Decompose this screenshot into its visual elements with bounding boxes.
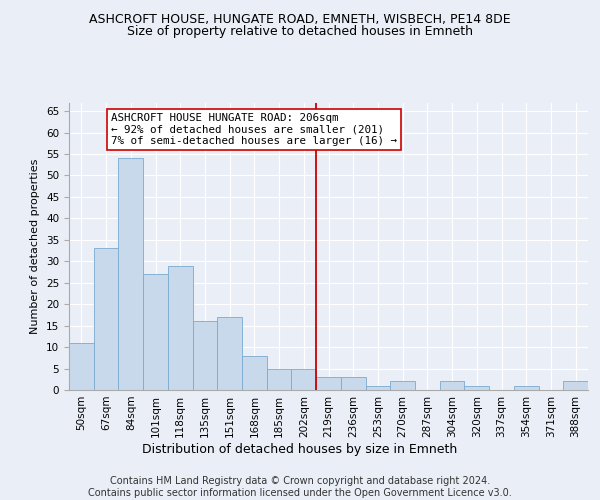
- Text: Size of property relative to detached houses in Emneth: Size of property relative to detached ho…: [127, 25, 473, 38]
- Bar: [440, 382, 464, 390]
- Bar: [118, 158, 143, 390]
- Bar: [464, 386, 489, 390]
- Bar: [94, 248, 118, 390]
- Bar: [390, 382, 415, 390]
- Text: Contains HM Land Registry data © Crown copyright and database right 2024.: Contains HM Land Registry data © Crown c…: [110, 476, 490, 486]
- Bar: [365, 386, 390, 390]
- Bar: [341, 377, 365, 390]
- Bar: [267, 368, 292, 390]
- Bar: [69, 343, 94, 390]
- Bar: [168, 266, 193, 390]
- Bar: [143, 274, 168, 390]
- Bar: [563, 382, 588, 390]
- Bar: [193, 322, 217, 390]
- Bar: [514, 386, 539, 390]
- Text: Distribution of detached houses by size in Emneth: Distribution of detached houses by size …: [142, 442, 458, 456]
- Text: ASHCROFT HOUSE HUNGATE ROAD: 206sqm
← 92% of detached houses are smaller (201)
7: ASHCROFT HOUSE HUNGATE ROAD: 206sqm ← 92…: [111, 113, 397, 146]
- Text: ASHCROFT HOUSE, HUNGATE ROAD, EMNETH, WISBECH, PE14 8DE: ASHCROFT HOUSE, HUNGATE ROAD, EMNETH, WI…: [89, 12, 511, 26]
- Bar: [217, 317, 242, 390]
- Y-axis label: Number of detached properties: Number of detached properties: [31, 158, 40, 334]
- Text: Contains public sector information licensed under the Open Government Licence v3: Contains public sector information licen…: [88, 488, 512, 498]
- Bar: [242, 356, 267, 390]
- Bar: [292, 368, 316, 390]
- Bar: [316, 377, 341, 390]
